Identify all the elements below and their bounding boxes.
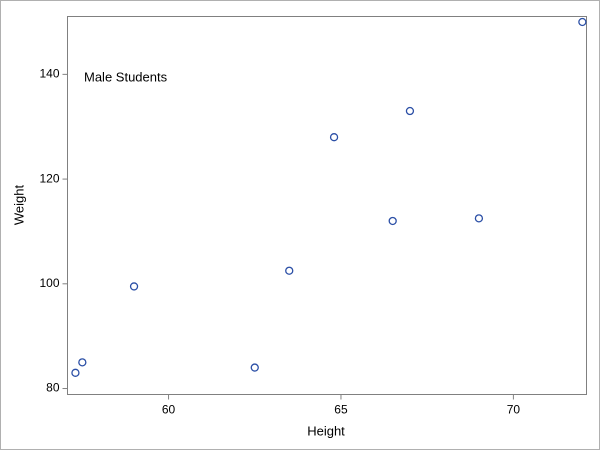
scatter-point: [285, 266, 294, 275]
scatter-point: [578, 17, 587, 27]
x-axis-label: Height: [307, 423, 345, 438]
plot-frame: [67, 16, 587, 395]
annotation: Male Students: [84, 69, 168, 84]
x-tick-label: 60: [162, 403, 176, 417]
scatter-point: [474, 214, 484, 223]
y-tick-label: 120: [39, 171, 59, 185]
scatter-point: [405, 106, 415, 116]
scatter-point: [129, 282, 139, 291]
scatter-point: [71, 368, 80, 377]
scatter-point: [388, 216, 397, 226]
scatter-point: [78, 358, 87, 367]
y-tick-label: 80: [46, 381, 60, 395]
scatter-point: [329, 133, 339, 142]
y-tick-label: 100: [39, 276, 59, 290]
scatter-point: [250, 363, 259, 372]
x-tick-label: 70: [507, 403, 521, 417]
y-axis-label: Weight: [11, 185, 26, 226]
y-tick-label: 140: [39, 67, 59, 81]
x-tick-label: 65: [334, 403, 348, 417]
